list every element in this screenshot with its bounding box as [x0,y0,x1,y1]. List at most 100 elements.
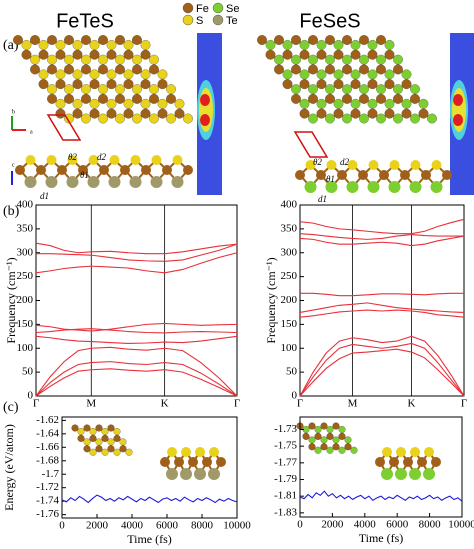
atom [384,79,395,90]
y-tick-label: 100 [17,342,34,354]
atom [81,93,91,104]
atom [166,84,176,95]
atom [308,54,318,65]
atom [106,69,117,80]
atom [98,64,108,75]
atom [388,181,401,193]
atom [291,93,301,104]
atom [21,39,32,50]
atom [333,108,344,119]
atom [46,155,57,165]
atom [101,434,109,442]
atom [123,39,134,50]
x-axis-label: Time (fs) [127,532,172,546]
x-tick-label: 2000 [321,519,344,531]
atom [350,79,361,90]
atom [172,155,183,165]
data-line [35,252,238,274]
x-tick-label: Γ [33,398,39,410]
atom [24,176,37,188]
atom [395,468,407,480]
atom [64,54,74,65]
atom [89,448,97,456]
atom [101,427,109,436]
atom [338,432,346,440]
legend-swatch [182,14,194,26]
data-line [35,368,238,397]
atom [78,165,88,175]
atom [347,160,358,170]
atom [72,69,83,80]
y-tick-label: 400 [281,199,298,211]
y-tick-label: 100 [281,342,298,354]
atom [291,84,301,95]
atom [384,39,395,50]
atom [291,64,301,75]
y-tick-label: 150 [281,318,298,330]
annotation: θ1 [80,170,89,180]
atom [120,165,130,175]
atom [393,64,403,75]
atom [316,170,326,180]
atom [421,170,431,180]
atom [119,445,127,453]
annotation: d1 [40,191,49,201]
axis-letter: c [12,162,15,168]
atom [384,98,395,109]
atom [115,113,125,124]
atom [314,446,322,454]
x-tick-label: 10000 [223,520,251,532]
atom [291,35,301,45]
data-line [299,348,465,397]
y-axis-label: Frequency (cm⁻¹) [4,257,18,343]
atom [167,447,177,457]
atom [418,98,429,109]
atom [431,457,441,467]
atom [149,64,159,75]
atom [291,54,301,65]
x-tick-label: 4000 [354,519,377,531]
charge-contour [200,114,210,126]
annotation: θ1 [326,174,335,184]
atom [72,49,83,60]
atom [98,113,108,124]
unit-cell [293,131,329,158]
x-tick-label: M [348,398,358,410]
annotation: θ2 [313,157,322,167]
atom [113,434,121,442]
plot-frame [299,204,465,397]
data-line [35,328,238,334]
y-tick-label: 50 [22,366,34,378]
x-tick-label: 8000 [191,520,214,532]
atom [149,84,159,95]
x-tick-label: 2000 [86,520,109,532]
atom [183,165,193,175]
y-tick-label: -1.62 [36,414,59,426]
atom [359,113,369,124]
atom [162,165,172,175]
data-line [35,242,238,255]
atom [66,176,79,188]
atom [106,49,117,60]
atom [333,69,344,80]
atom [417,457,427,467]
atom [108,176,121,188]
y-tick-label: 400 [17,199,34,211]
atom [316,98,327,109]
atom [30,54,40,65]
y-tick-label: 350 [281,222,298,234]
atom [47,84,57,95]
y-tick-label: 350 [17,222,34,234]
atom [299,79,310,90]
atom [342,35,352,45]
atom [410,160,421,170]
atom [83,424,91,432]
atom [89,39,100,50]
atom [442,170,452,180]
panel-label: (c) [3,400,19,415]
atom [109,155,120,165]
atom [140,39,151,50]
y-tick-label: 250 [281,270,298,282]
atom [384,49,395,60]
data-line [35,335,238,345]
